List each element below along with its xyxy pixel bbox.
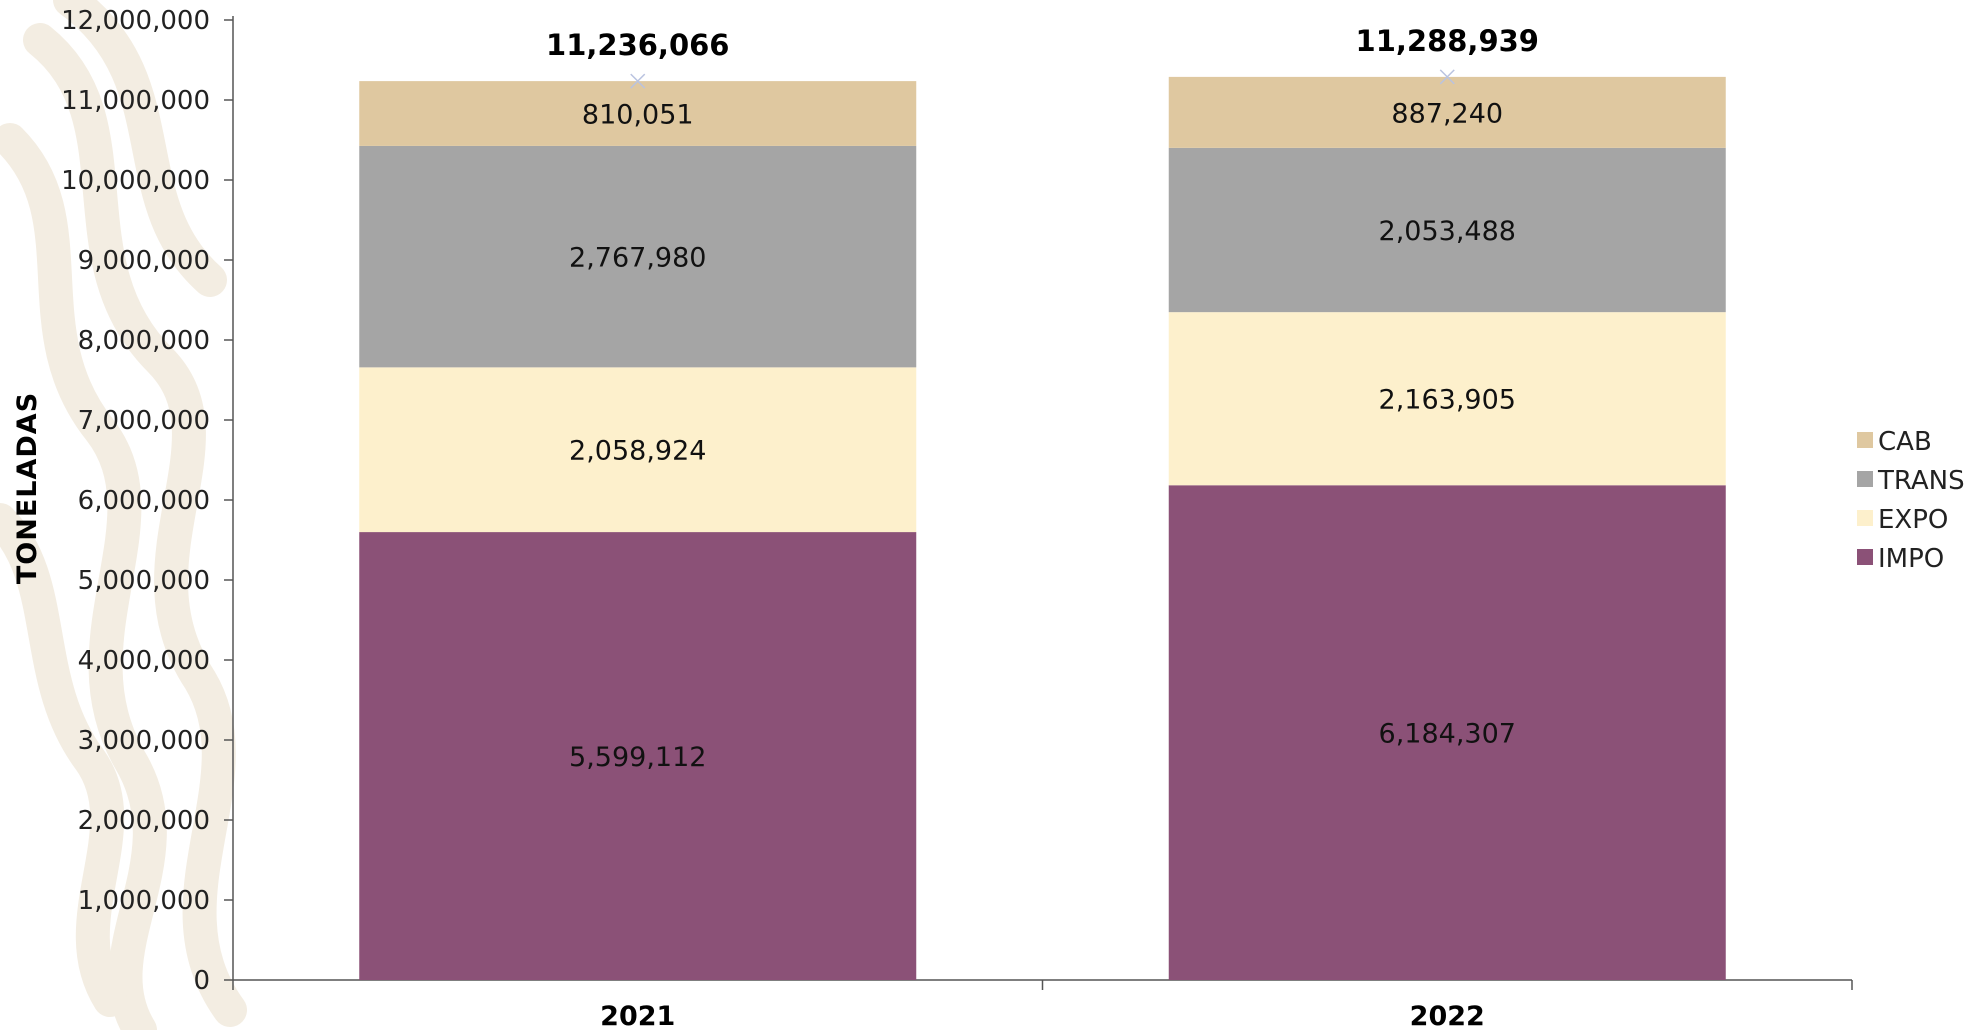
bar-impo-2022 [1168, 485, 1726, 980]
y-tick-label: 7,000,000 [78, 406, 210, 436]
y-tick-label: 10,000,000 [61, 166, 210, 196]
y-tick-label: 0 [193, 966, 210, 996]
total-label-2022: 11,288,939 [1356, 24, 1539, 58]
data-label-impo-2021: 5,599,112 [569, 742, 706, 773]
decor-swirl-0 [23, 23, 247, 1027]
legend-item-cab: CAB [1857, 427, 1932, 457]
legend-swatch-impo [1857, 549, 1873, 565]
decor-swirl-1 [0, 123, 167, 1030]
y-tick-label: 11,000,000 [61, 86, 210, 116]
y-tick-label: 2,000,000 [78, 806, 210, 836]
legend-item-expo: EXPO [1857, 505, 1948, 535]
chart-legend: CAB TRANS EXPO IMPO [1857, 427, 1965, 574]
data-label-expo-2022: 2,163,905 [1379, 385, 1516, 416]
bar-trans-2022 [1168, 147, 1726, 313]
total-marker-2022 [1439, 69, 1455, 85]
y-tick-label: 1,000,000 [78, 886, 210, 916]
bar-expo-2021 [359, 367, 917, 533]
legend-item-impo: IMPO [1857, 544, 1944, 574]
total-marker-stroke [1439, 69, 1455, 85]
legend-label-cab: CAB [1878, 427, 1932, 457]
y-tick-label: 4,000,000 [78, 646, 210, 676]
data-label-trans-2022: 2,053,488 [1379, 216, 1516, 247]
decor-swirl-3 [0, 503, 127, 1017]
legend-item-trans: TRANS [1857, 466, 1965, 496]
y-axis-title: TONELADAS [12, 392, 43, 584]
decor-swirl-2 [53, 0, 227, 297]
bar-trans-2021 [359, 145, 917, 368]
data-label-cab-2021: 810,051 [582, 100, 694, 131]
total-marker-2021 [630, 73, 646, 89]
chart-labels: 5,599,112 2,058,924 2,767,980 810,051 11,236… [546, 24, 1539, 1030]
bar-cab-2022 [1168, 76, 1726, 148]
legend-swatch-trans [1857, 471, 1873, 487]
background-pattern [0, 0, 247, 1030]
y-tick-label: 8,000,000 [78, 326, 210, 356]
total-marker-stroke [630, 73, 646, 89]
x-category-label-2022: 2022 [1410, 1001, 1485, 1030]
y-tick-label: 12,000,000 [61, 6, 210, 36]
legend-swatch-expo [1857, 510, 1873, 526]
chart-bars [359, 76, 1726, 980]
data-label-cab-2022: 887,240 [1391, 98, 1503, 129]
y-tick-label: 3,000,000 [78, 726, 210, 756]
total-label-2021: 11,236,066 [546, 28, 729, 62]
legend-label-expo: EXPO [1878, 505, 1948, 535]
data-label-expo-2021: 2,058,924 [569, 436, 706, 467]
data-label-trans-2021: 2,767,980 [569, 243, 706, 274]
y-tick-label: 6,000,000 [78, 486, 210, 516]
legend-label-trans: TRANS [1877, 466, 1965, 496]
legend-label-impo: IMPO [1878, 544, 1944, 574]
y-tick-label: 5,000,000 [78, 566, 210, 596]
bar-impo-2021 [359, 532, 917, 980]
legend-swatch-cab [1857, 432, 1873, 448]
x-category-label-2021: 2021 [600, 1001, 675, 1030]
y-tick-label: 9,000,000 [78, 246, 210, 276]
data-label-impo-2022: 6,184,307 [1379, 719, 1516, 750]
bar-cab-2021 [359, 81, 917, 146]
bar-expo-2022 [1168, 312, 1726, 486]
